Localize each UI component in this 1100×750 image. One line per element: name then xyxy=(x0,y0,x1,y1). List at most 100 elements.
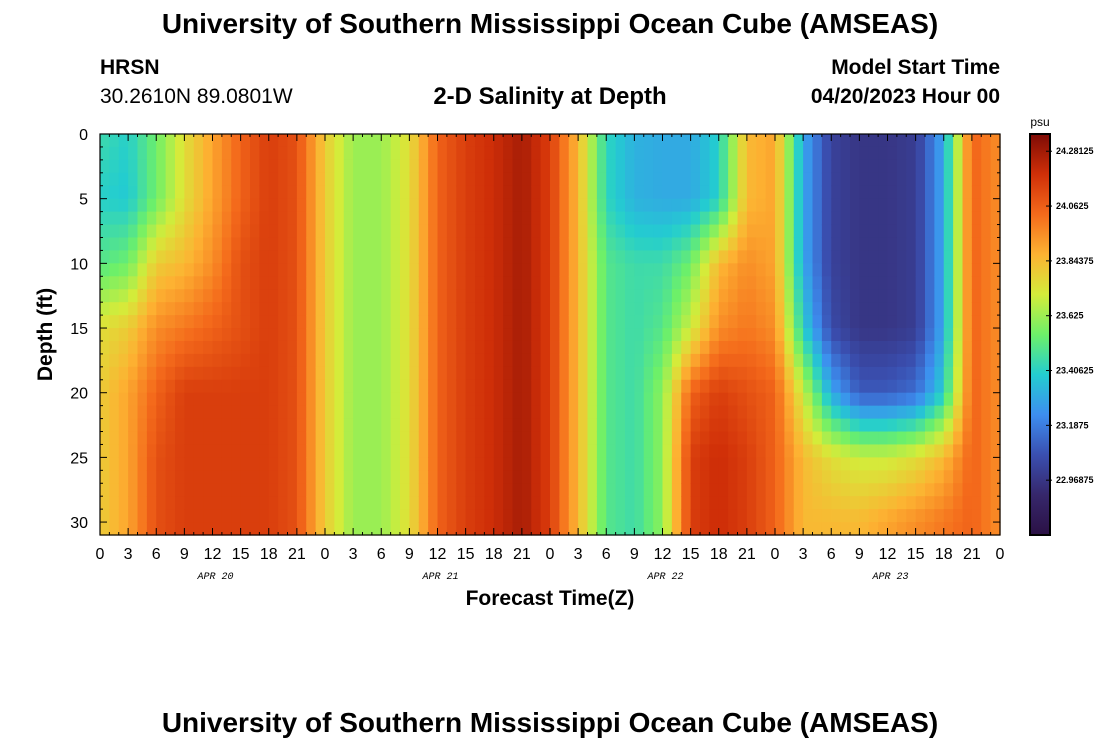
heatmap-cell xyxy=(596,483,607,497)
heatmap-cell xyxy=(596,185,607,200)
heatmap-cell xyxy=(709,172,720,187)
heatmap-cell xyxy=(803,315,814,329)
heatmap-cell xyxy=(737,328,748,342)
heatmap-cell xyxy=(409,405,420,420)
heatmap-cell xyxy=(550,146,560,161)
heatmap-cell xyxy=(446,224,457,239)
heatmap-cell xyxy=(915,237,926,252)
heatmap-cell xyxy=(887,289,898,303)
heatmap-cell xyxy=(868,522,879,536)
heatmap-cell xyxy=(625,328,635,342)
heatmap-cell xyxy=(634,237,645,252)
heatmap-cell xyxy=(709,263,720,277)
heatmap-cell xyxy=(268,431,279,446)
heatmap-cell xyxy=(353,134,364,148)
heatmap-cell xyxy=(615,328,626,342)
heatmap-cell xyxy=(156,146,167,161)
heatmap-cell xyxy=(737,496,748,510)
heatmap-cell xyxy=(146,172,157,187)
heatmap-cell xyxy=(728,250,739,264)
heatmap-cell xyxy=(512,444,523,458)
heatmap-cell xyxy=(681,379,692,394)
heatmap-cell xyxy=(418,392,429,407)
heatmap-cell xyxy=(109,522,120,536)
heatmap-cell xyxy=(596,509,607,523)
heatmap-cell xyxy=(953,457,964,471)
heatmap-cell xyxy=(343,509,354,523)
heatmap-cell xyxy=(278,457,289,471)
heatmap-cell xyxy=(990,315,1001,329)
heatmap-cell xyxy=(793,418,804,433)
heatmap-cell xyxy=(475,431,485,446)
heatmap-cell xyxy=(156,483,167,497)
heatmap-cell xyxy=(681,328,692,342)
heatmap-cell xyxy=(400,366,410,381)
heatmap-cell xyxy=(550,431,560,446)
heatmap-cell xyxy=(137,418,148,433)
heatmap-cell xyxy=(840,431,851,446)
heatmap-cell xyxy=(578,418,589,433)
heatmap-cell xyxy=(859,302,870,316)
heatmap-cell xyxy=(118,340,129,355)
heatmap-cell xyxy=(803,522,814,536)
heatmap-cell xyxy=(821,340,832,355)
heatmap-cell xyxy=(568,509,579,523)
heatmap-cell xyxy=(371,470,382,484)
heatmap-cell xyxy=(746,379,757,394)
heatmap-cell xyxy=(831,159,842,174)
heatmap-cell xyxy=(681,263,692,277)
heatmap-cell xyxy=(878,134,889,148)
heatmap-cell xyxy=(831,302,842,316)
heatmap-cell xyxy=(184,470,195,484)
heatmap-cell xyxy=(925,522,935,536)
heatmap-cell xyxy=(821,211,832,226)
heatmap-cell xyxy=(128,250,139,264)
heatmap-cell xyxy=(165,418,176,433)
heatmap-cell xyxy=(709,250,720,264)
heatmap-cell xyxy=(803,496,814,510)
heatmap-cell xyxy=(475,237,485,252)
heatmap-cell xyxy=(925,263,935,277)
heatmap-cell xyxy=(981,431,992,446)
heatmap-cell xyxy=(437,496,448,510)
heatmap-cell xyxy=(193,315,204,329)
heatmap-cell xyxy=(690,211,701,226)
heatmap-cell xyxy=(503,483,514,497)
heatmap-cell xyxy=(587,353,598,368)
heatmap-cell xyxy=(765,392,776,407)
heatmap-cell xyxy=(625,340,635,355)
x-tick-label: 15 xyxy=(682,546,700,563)
heatmap-cell xyxy=(306,392,317,407)
heatmap-cell xyxy=(540,509,551,523)
heatmap-cell xyxy=(840,185,851,200)
heatmap-cell xyxy=(465,392,476,407)
heatmap-cell xyxy=(887,134,898,148)
heatmap-cell xyxy=(521,444,532,458)
heatmap-cell xyxy=(859,198,870,213)
heatmap-cell xyxy=(456,392,467,407)
heatmap-cell xyxy=(812,340,823,355)
heatmap-cell xyxy=(643,172,654,187)
heatmap-cell xyxy=(718,237,729,252)
heatmap-cell xyxy=(756,457,767,471)
heatmap-cell xyxy=(137,340,148,355)
heatmap-cell xyxy=(184,328,195,342)
heatmap-cell xyxy=(137,172,148,187)
heatmap-cell xyxy=(981,483,992,497)
heatmap-cell xyxy=(531,379,542,394)
heatmap-cell xyxy=(118,353,129,368)
heatmap-cell xyxy=(193,418,204,433)
heatmap-cell xyxy=(296,379,307,394)
heatmap-cell xyxy=(540,289,551,303)
heatmap-cell xyxy=(990,431,1001,446)
heatmap-cell xyxy=(596,211,607,226)
heatmap-cell xyxy=(493,431,504,446)
heatmap-cell xyxy=(221,379,232,394)
heatmap-cell xyxy=(287,172,298,187)
heatmap-cell xyxy=(456,146,467,161)
heatmap-cell xyxy=(390,276,401,290)
x-tick-label: 21 xyxy=(513,546,531,563)
heatmap-cell xyxy=(109,302,120,316)
heatmap-cell xyxy=(765,198,776,213)
heatmap-cell xyxy=(850,185,860,200)
